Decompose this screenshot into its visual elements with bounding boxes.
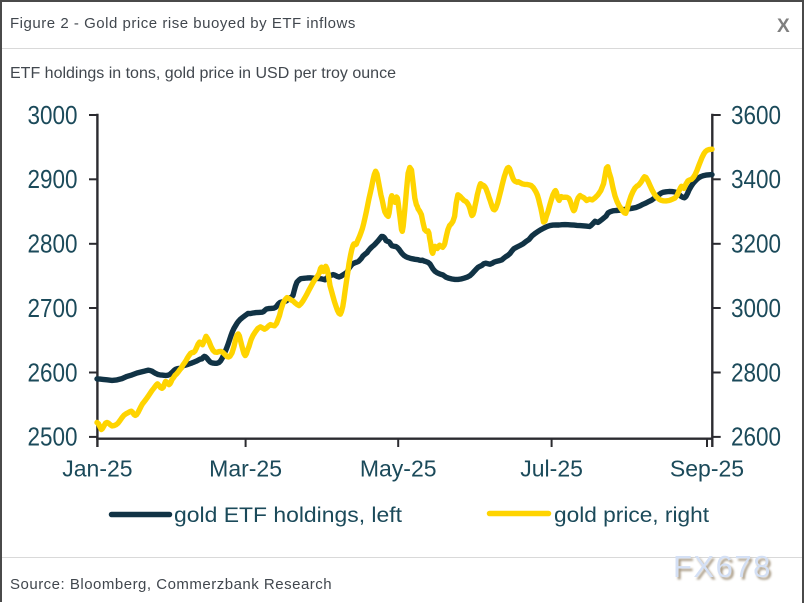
svg-text:3000: 3000 xyxy=(28,100,78,130)
svg-text:May-25: May-25 xyxy=(360,456,437,482)
svg-text:3400: 3400 xyxy=(731,164,781,194)
svg-text:2700: 2700 xyxy=(28,293,78,323)
svg-text:gold price, right: gold price, right xyxy=(554,504,709,527)
svg-text:2800: 2800 xyxy=(731,357,781,387)
svg-text:2600: 2600 xyxy=(731,422,781,452)
svg-text:3000: 3000 xyxy=(731,293,781,323)
svg-text:2600: 2600 xyxy=(28,357,78,387)
svg-text:2900: 2900 xyxy=(28,164,78,194)
svg-text:2500: 2500 xyxy=(28,422,78,452)
svg-text:2800: 2800 xyxy=(28,229,78,259)
svg-text:3600: 3600 xyxy=(731,100,781,130)
svg-text:3200: 3200 xyxy=(731,229,781,259)
svg-text:Jan-25: Jan-25 xyxy=(62,456,132,482)
svg-text:Jul-25: Jul-25 xyxy=(520,456,583,482)
svg-text:Mar-25: Mar-25 xyxy=(209,456,282,482)
svg-text:Sep-25: Sep-25 xyxy=(670,456,744,482)
svg-text:gold ETF holdings, left: gold ETF holdings, left xyxy=(174,504,402,527)
